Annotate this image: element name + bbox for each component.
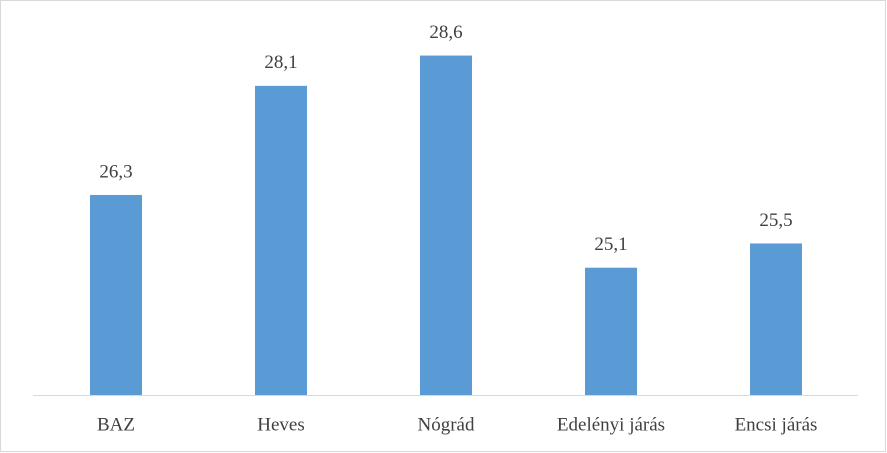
x-tick-label: Encsi járás	[735, 414, 818, 435]
bar	[90, 194, 142, 395]
x-tick-label: Nógrád	[418, 414, 475, 435]
bar	[420, 55, 472, 396]
bar	[750, 243, 802, 395]
bar	[255, 85, 307, 395]
data-label: 25,5	[759, 210, 792, 231]
data-label: 26,3	[99, 161, 132, 182]
x-tick-label: Heves	[257, 414, 304, 435]
x-tick-label: Edelényi járás	[557, 414, 665, 435]
bar	[585, 267, 637, 395]
x-tick-label: BAZ	[97, 414, 135, 435]
data-label: 28,1	[264, 52, 297, 73]
data-label: 25,1	[594, 234, 627, 255]
data-label: 28,6	[429, 22, 462, 43]
